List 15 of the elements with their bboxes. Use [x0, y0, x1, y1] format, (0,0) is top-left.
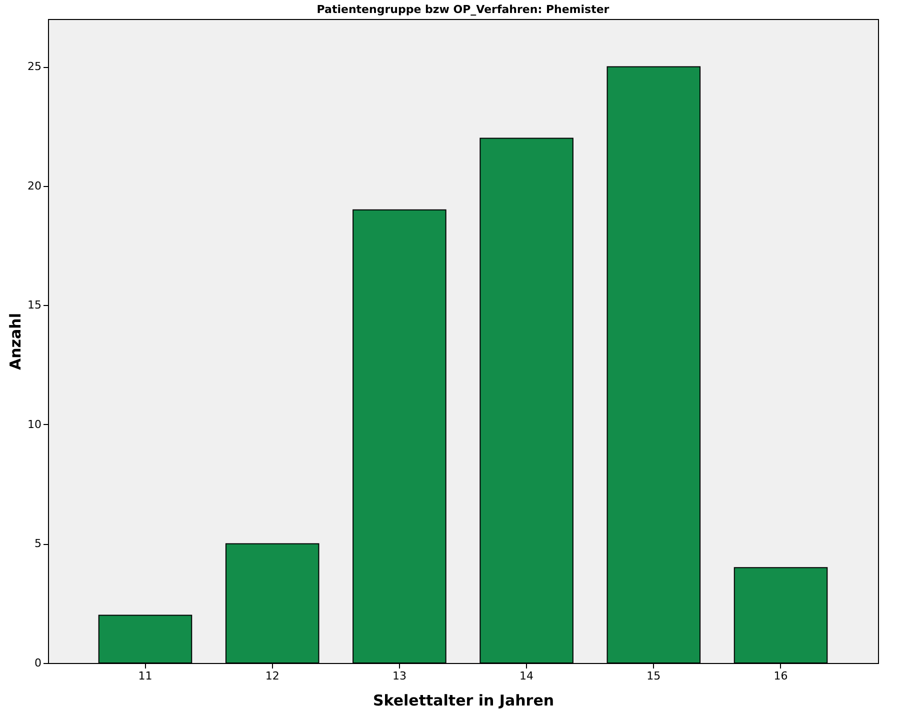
x-tick-label: 12: [265, 670, 280, 682]
x-tick-label: 13: [392, 670, 406, 682]
y-tick-label: 5: [34, 537, 42, 550]
y-tick-label: 20: [28, 179, 42, 192]
x-tick-label: 16: [774, 670, 788, 682]
x-tick-label: 11: [138, 670, 152, 682]
y-tick-label: 15: [28, 298, 42, 312]
x-tick-label: 14: [520, 670, 534, 682]
chart-title: Patientengruppe bzw OP_Verfahren: Phemister: [316, 3, 610, 16]
x-axis-title: Skelettalter in Jahren: [372, 692, 554, 710]
y-axis-title: Anzahl: [6, 313, 25, 370]
y-tick-label: 0: [34, 656, 42, 670]
x-tick-label: 15: [646, 670, 661, 682]
y-tick-label: 25: [28, 60, 42, 74]
y-tick-label: 10: [28, 418, 42, 431]
